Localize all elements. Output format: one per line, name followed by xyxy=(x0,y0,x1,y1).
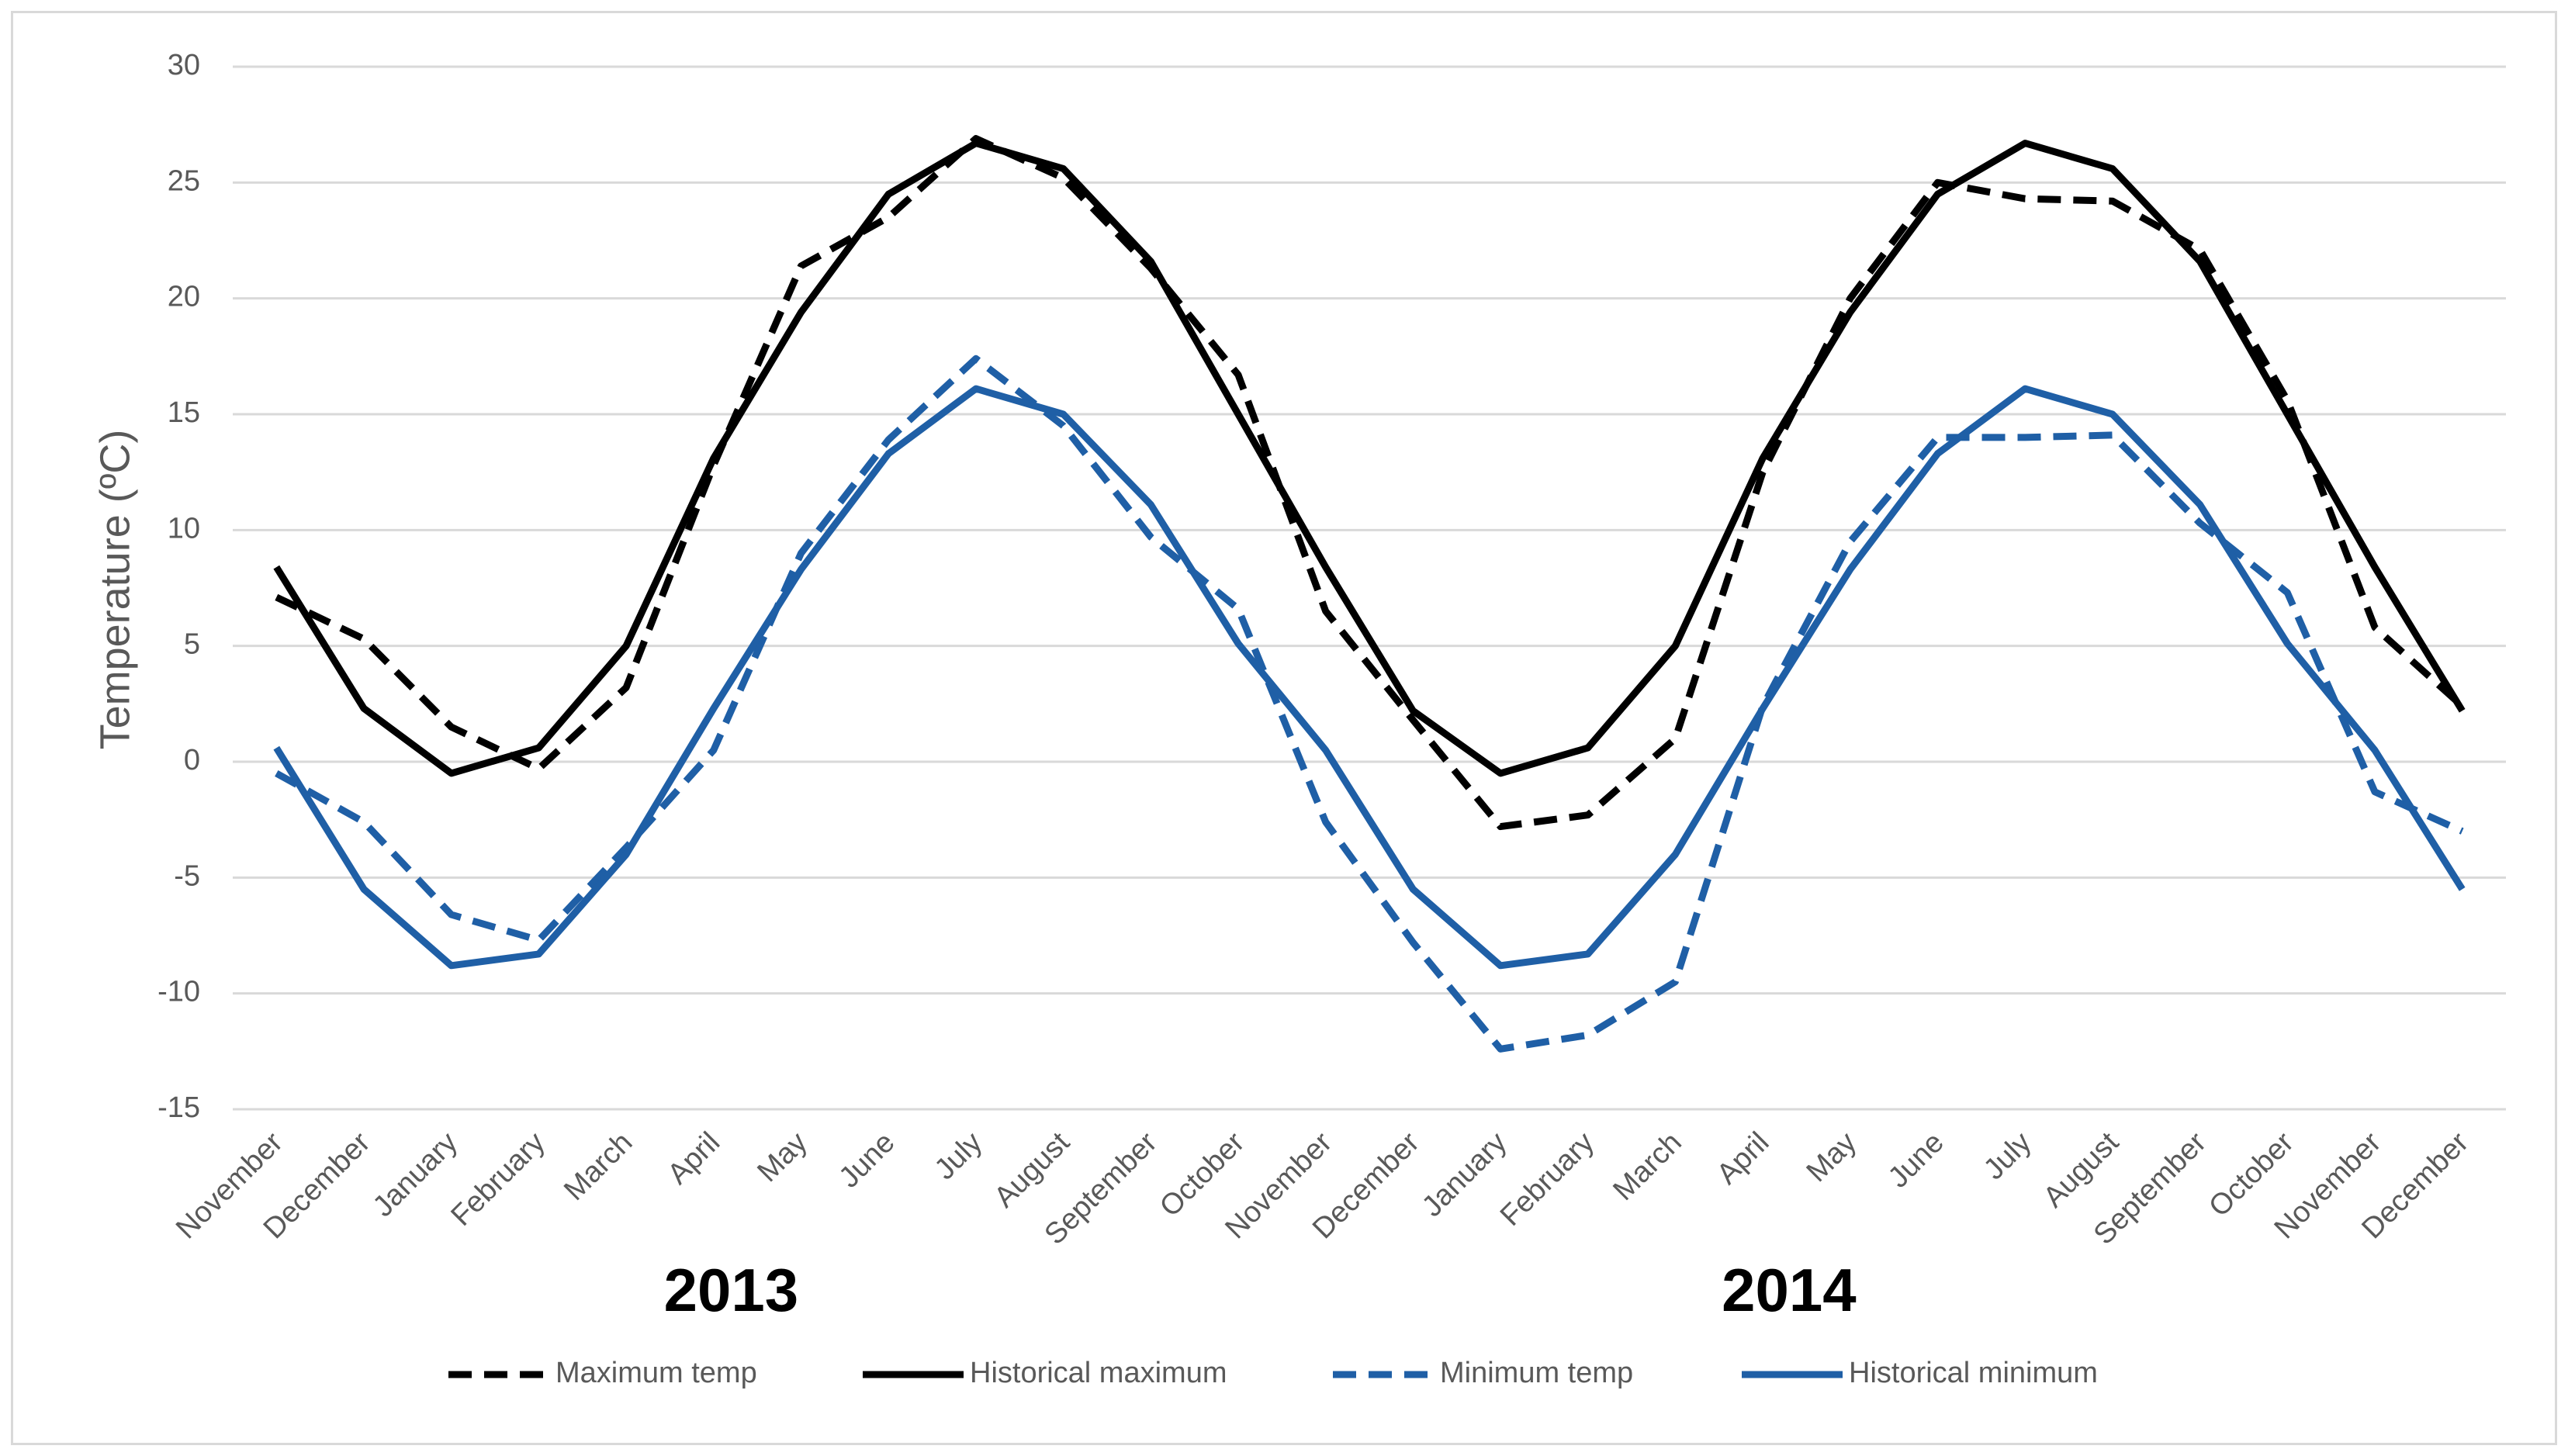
y-tick-label: -10 xyxy=(157,976,200,1008)
x-tick-label: May xyxy=(1801,1126,1863,1188)
year-labels: 2013 2014 xyxy=(664,1256,1857,1324)
y-axis-ticks: 30 25 20 15 10 5 0 -5 -10 -15 xyxy=(157,49,200,1124)
x-tick-label: June xyxy=(1882,1126,1950,1195)
x-tick-label: March xyxy=(1607,1126,1687,1207)
legend-label: Maximum temp xyxy=(555,1357,757,1389)
y-tick-label: 5 xyxy=(184,628,200,661)
x-tick-label: February xyxy=(445,1126,552,1233)
x-tick-label: June xyxy=(833,1126,902,1195)
year-label: 2013 xyxy=(664,1256,799,1324)
series-line-historical-minimum xyxy=(273,385,2466,970)
series-line-historical-maximum xyxy=(273,140,2466,777)
y-tick-label: 15 xyxy=(168,396,200,429)
y-tick-label: 20 xyxy=(168,281,200,313)
y-tick-label: 30 xyxy=(168,49,200,81)
series-lines xyxy=(273,135,2466,1053)
legend-label: Historical minimum xyxy=(1849,1357,2098,1389)
x-tick-label: May xyxy=(751,1126,813,1188)
y-tick-label: -15 xyxy=(157,1091,200,1124)
y-axis-label: Temperature (ºC) xyxy=(92,430,138,750)
x-tick-label: March xyxy=(558,1126,639,1207)
y-tick-label: 10 xyxy=(168,512,200,545)
year-label: 2014 xyxy=(1722,1256,1857,1324)
y-tick-label: 25 xyxy=(168,164,200,197)
legend-label: Historical maximum xyxy=(970,1357,1227,1389)
y-tick-label: 0 xyxy=(184,744,200,776)
x-tick-label: July xyxy=(929,1126,988,1186)
x-tick-label: August xyxy=(2037,1126,2126,1214)
x-tick-label: July xyxy=(1978,1126,2037,1186)
gridlines xyxy=(233,65,2506,1111)
x-tick-label: April xyxy=(1711,1126,1775,1191)
x-tick-label: February xyxy=(1494,1126,1601,1233)
legend: Maximum temp Historical maximum Minimum te… xyxy=(448,1357,2098,1389)
x-tick-label: April xyxy=(662,1126,726,1191)
legend-label: Minimum temp xyxy=(1440,1357,1633,1389)
y-tick-label: -5 xyxy=(174,859,200,892)
x-tick-label: August xyxy=(988,1126,1077,1214)
series-line-maximum-temp xyxy=(275,135,2465,831)
